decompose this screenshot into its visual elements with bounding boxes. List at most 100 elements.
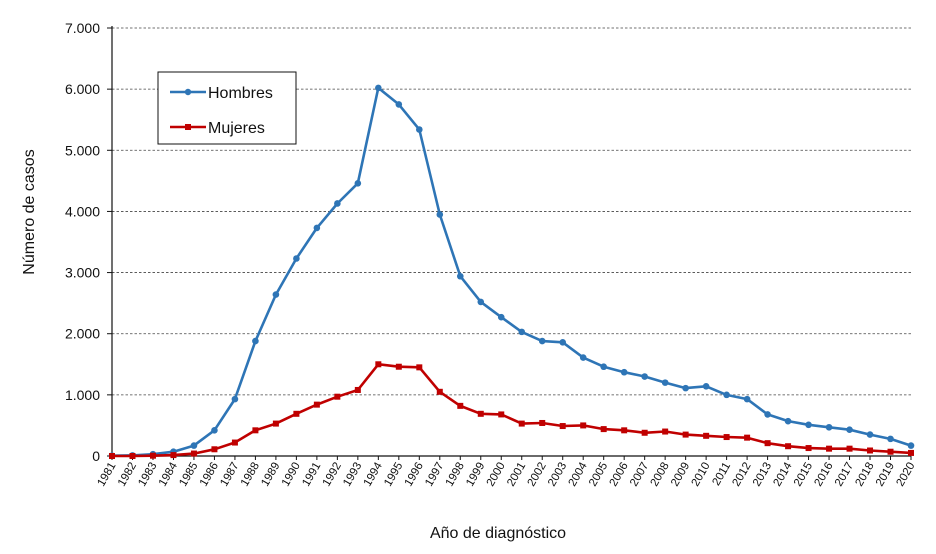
data-point-hombres [805, 421, 812, 429]
data-point-hombres [866, 431, 874, 438]
x-tick-label: 1989 [259, 461, 282, 489]
data-point-hombres [579, 354, 587, 361]
data-point-hombres [375, 84, 382, 92]
x-tick-label: 1998 [444, 461, 467, 489]
series-line-hombres [111, 86, 912, 457]
data-point-hombres [559, 338, 567, 346]
data-point-hombres [723, 391, 730, 399]
data-point-hombres [477, 298, 485, 306]
data-point-hombres [252, 337, 259, 345]
x-tick-label: 1985 [177, 461, 200, 489]
legend: Hombres Mujeres [157, 71, 297, 145]
x-tick-label: 1982 [116, 461, 139, 489]
data-point-hombres [682, 384, 689, 392]
x-tick-label: 1995 [382, 461, 405, 489]
data-point-mujeres [846, 445, 853, 452]
x-tick-label: 2006 [608, 461, 631, 489]
data-point-mujeres [559, 423, 566, 430]
data-point-mujeres [395, 363, 402, 370]
x-tick-label: 2017 [833, 461, 856, 489]
x-tick-label: 1993 [341, 461, 364, 489]
x-tick-label: 1981 [95, 461, 118, 489]
x-tick-label: 2015 [792, 461, 815, 489]
data-point-mujeres [744, 434, 751, 441]
y-tick-label: 6.000 [65, 81, 100, 97]
data-point-mujeres [436, 388, 443, 395]
x-tick-label: 1996 [403, 461, 426, 489]
x-tick-labels: 1981198219831984198519861987198819891990… [95, 460, 917, 489]
data-point-hombres [641, 373, 648, 380]
x-tick-label: 1984 [157, 460, 180, 489]
data-point-hombres [907, 442, 915, 449]
x-tick-label: 2007 [628, 461, 651, 489]
data-point-hombres [313, 224, 321, 232]
data-point-mujeres [272, 420, 279, 427]
data-point-mujeres [539, 419, 546, 426]
y-tick-label: 4.000 [65, 203, 100, 219]
data-point-mujeres [129, 453, 136, 459]
x-tick-label: 2003 [546, 461, 569, 489]
x-axis-title: Año de diagnóstico [430, 525, 566, 542]
x-tick-label: 2013 [751, 461, 774, 489]
data-point-hombres [620, 368, 628, 376]
x-tick-label: 1997 [423, 461, 446, 489]
x-tick-label: 2014 [771, 460, 794, 489]
y-tick-labels: 0 1.000 2.000 3.000 4.000 5.000 6.000 7.000 [65, 20, 100, 464]
data-point-mujeres [867, 447, 874, 454]
data-point-mujeres [723, 434, 730, 441]
data-point-hombres [764, 411, 771, 418]
data-point-hombres [354, 180, 362, 187]
data-point-mujeres [170, 452, 177, 459]
x-tick-label: 2016 [812, 461, 835, 489]
x-tick-label: 1994 [362, 460, 385, 489]
data-point-mujeres [662, 428, 669, 435]
data-point-mujeres [785, 443, 792, 450]
data-point-mujeres [498, 411, 505, 418]
x-tick-label: 2008 [649, 461, 672, 489]
y-tick-label: 3.000 [65, 265, 100, 281]
x-tick-label: 1988 [239, 461, 262, 489]
data-point-mujeres [252, 427, 259, 434]
data-point-hombres [293, 255, 300, 262]
data-point-hombres [702, 382, 710, 390]
data-point-mujeres [457, 402, 464, 409]
data-point-hombres [497, 313, 505, 321]
data-point-hombres [436, 211, 444, 218]
data-point-hombres [784, 417, 792, 425]
data-point-mujeres [805, 445, 812, 452]
data-point-hombres [887, 435, 894, 443]
x-tick-label: 2010 [690, 461, 713, 489]
x-tick-label: 2002 [526, 461, 549, 489]
data-point-mujeres [580, 422, 587, 429]
data-point-mujeres [764, 440, 771, 447]
data-point-mujeres [109, 453, 115, 459]
data-point-hombres [538, 337, 546, 345]
data-point-hombres [600, 363, 607, 371]
data-point-hombres [190, 442, 198, 449]
data-point-mujeres [149, 452, 156, 459]
data-point-mujeres [703, 432, 710, 439]
y-tick-label: 5.000 [65, 142, 100, 158]
data-point-hombres [518, 328, 526, 336]
x-tick-label: 2011 [710, 461, 733, 488]
y-tick-label: 2.000 [65, 326, 100, 342]
data-point-mujeres [908, 449, 914, 456]
legend-marker-mujeres [185, 124, 191, 130]
x-tick-label: 1992 [321, 461, 344, 489]
data-point-mujeres [826, 445, 833, 452]
data-point-hombres [231, 395, 239, 403]
x-tick-label: 2012 [731, 461, 754, 489]
legend-box [157, 71, 297, 145]
data-point-mujeres [641, 429, 648, 436]
x-tick-label: 1999 [464, 461, 487, 489]
legend-label-hombres: Hombres [208, 85, 273, 102]
series-group [108, 84, 915, 459]
data-point-hombres [456, 272, 464, 280]
x-tick-label: 2009 [669, 461, 692, 489]
legend-marker-hombres [184, 88, 192, 96]
legend-label-mujeres: Mujeres [208, 120, 265, 137]
data-point-hombres [825, 423, 833, 431]
x-tick-label: 1990 [280, 461, 303, 489]
series-line-mujeres [112, 362, 912, 458]
x-tick-label: 1991 [300, 461, 323, 489]
